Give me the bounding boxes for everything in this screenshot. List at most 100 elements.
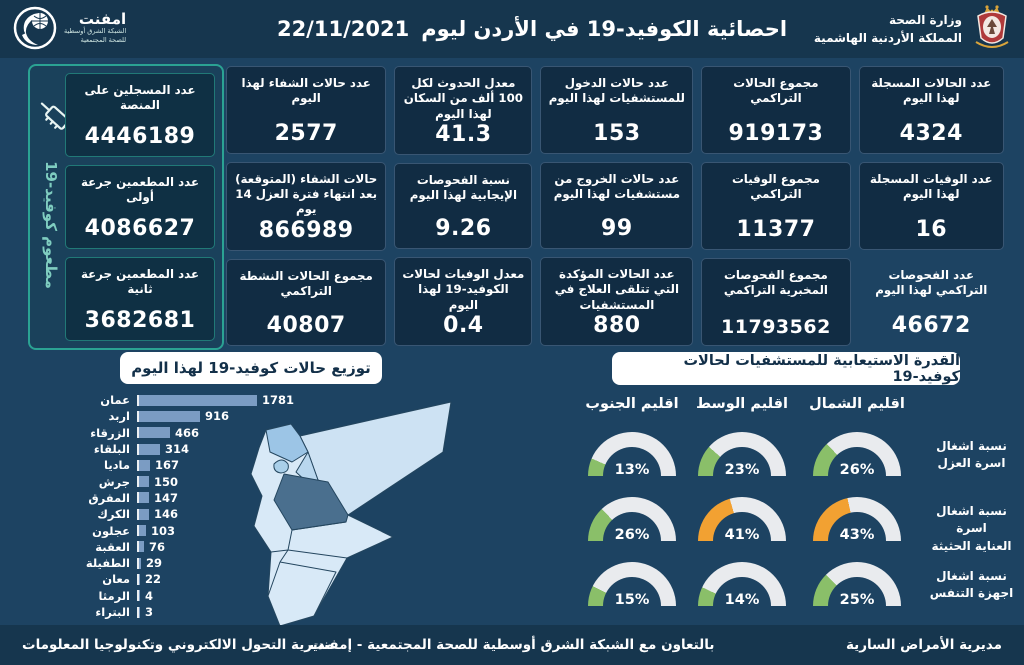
- bar-row: اربد 916: [56, 408, 356, 424]
- stat-card-value: 919173: [728, 121, 824, 146]
- stat-card-label: مجموع الوفيات التراكمي: [731, 172, 820, 202]
- stat-card-value: 9.26: [435, 216, 492, 242]
- footer-left: مديرية التحول الالكتروني وتكنولوجيا المع…: [22, 637, 334, 653]
- stat-card: مجموع الحالات التراكمي 919173: [701, 66, 851, 154]
- gauge-value: 15%: [614, 592, 650, 608]
- stat-card-value: 880: [593, 313, 641, 339]
- stat-card: عدد حالات الخروج من مستشفيات لهذا اليوم 9…: [540, 161, 694, 250]
- stat-card-value: 4324: [899, 121, 963, 146]
- bar-city-label: معان: [102, 572, 130, 587]
- bar: [139, 606, 140, 618]
- footer-right: مديرية الأمراض السارية: [845, 637, 1002, 653]
- vaccination-card: عدد المسجلين على المنصة 4446189: [65, 73, 215, 157]
- bar-value: 167: [155, 458, 180, 473]
- bar-row: الطفيلة 29: [56, 555, 356, 571]
- bar-value: 147: [154, 490, 179, 505]
- footer-center: بالتعاون مع الشبكة الشرق أوسطية للصحة ال…: [309, 637, 715, 653]
- bar-city-label: العقبة: [95, 539, 130, 554]
- stat-card: عدد الوفيات المسجلة لهذا اليوم 16: [858, 162, 1004, 250]
- distribution-title: توزيع حالات كوفيد-19 لهذا اليوم: [120, 352, 382, 384]
- bar-track: [137, 606, 140, 618]
- bar: [139, 492, 149, 504]
- bar-track: [137, 541, 144, 553]
- gauge-row-label: نسبة اشغال اجهزة التنفس: [929, 569, 1014, 601]
- stat-card-label: عدد الحالات المؤكدة التي تتلقى العلاج في…: [554, 267, 679, 312]
- bar-track: [137, 557, 141, 569]
- gauge-value: 43%: [839, 527, 875, 543]
- bar-track: [137, 590, 140, 602]
- stat-card-label: نسبة الفحوصات الإيجابية لهذا اليوم: [409, 172, 517, 203]
- bar-value: 76: [149, 539, 166, 554]
- ministry-block: وزارة الصحة المملكة الأردنية الهاشمية: [814, 4, 1014, 54]
- ministry-line1: وزارة الصحة: [888, 13, 962, 27]
- bar-track: [137, 525, 146, 537]
- vaccination-panel: مطعوم كوفيد-19 عدد المسجلين على المنصة 44…: [28, 64, 224, 350]
- stat-card-value: 40807: [266, 313, 346, 339]
- bar-track: [137, 394, 257, 406]
- stats-column: عدد حالات الدخول للمستشفيات لهذا اليوم 15…: [540, 66, 694, 347]
- bar-city-label: ماديا: [104, 458, 130, 473]
- stat-card-value: 41.3: [435, 121, 492, 147]
- bar: [139, 541, 144, 553]
- cases-bar-chart: عمان 1781 اربد 916 الزرقاء 466 البلقاء 314 ماديا…: [56, 392, 356, 620]
- stats-column: عدد حالات الشفاء لهذا اليوم 2577 حالات الش…: [226, 66, 387, 347]
- gauge-value: 26%: [614, 527, 650, 543]
- bar-value: 146: [154, 507, 179, 522]
- stat-card: عدد الفحوصات التراكمي لهذا اليوم 46672: [859, 258, 1004, 346]
- stat-card-label: عدد حالات الدخول للمستشفيات لهذا اليوم: [548, 76, 685, 106]
- emphnet-sub1: الشبكة الشرق أوسطية: [64, 27, 127, 36]
- bar-track: [137, 459, 150, 471]
- bar-track: [137, 427, 170, 439]
- bar-city-label: اربد: [108, 409, 130, 424]
- gauge-row-label: نسبة اشغال اسرة العزل: [936, 439, 1007, 471]
- vaccination-card-label: عدد المطعمين جرعة أولى: [80, 175, 200, 205]
- stat-card-value: 16: [915, 217, 948, 242]
- bar-row: البلقاء 314: [56, 441, 356, 457]
- gauge-value: 23%: [724, 462, 760, 478]
- bar-city-label: عمان: [100, 393, 130, 408]
- bar-value: 314: [165, 442, 190, 457]
- stat-card-label: معدل الحدوث لكل 100 ألف من السكان لهذا ا…: [403, 76, 523, 121]
- stat-card-label: عدد الفحوصات التراكمي لهذا اليوم: [875, 268, 988, 298]
- emphnet-sub2: للصحة المجتمعية: [80, 36, 127, 45]
- bar-row: الزرقاء 466: [56, 425, 356, 441]
- capacity-gauge: 15%: [588, 562, 676, 609]
- bar-value: 22: [145, 572, 162, 587]
- capacity-gauge: 25%: [813, 562, 901, 609]
- stat-card: معدل الوفيات لحالات الكوفيد-19 لهذا اليو…: [394, 257, 533, 346]
- capacity-gauge: 26%: [588, 497, 676, 544]
- jordan-map: [196, 390, 472, 628]
- bar-row: عجلون 103: [56, 522, 356, 538]
- bar-track: [137, 492, 149, 504]
- gauge-value: 41%: [724, 527, 760, 543]
- vaccination-card-value: 3682681: [84, 308, 196, 333]
- ministry-line2: المملكة الأردنية الهاشمية: [813, 31, 962, 45]
- stat-card-label: مجموع الحالات النشطة التراكمي: [239, 268, 373, 298]
- gauge-value: 26%: [839, 462, 875, 478]
- bar-row: عمان 1781: [56, 392, 356, 408]
- bar: [139, 590, 140, 602]
- bar: [139, 459, 150, 471]
- vaccination-card-value: 4086627: [84, 216, 196, 241]
- capacity-gauges: اقليم الشمال اقليم الوسط اقليم الجنوب 26% 23…: [575, 392, 1024, 628]
- bar-row: العقبة 76: [56, 539, 356, 555]
- stats-column: معدل الحدوث لكل 100 ألف من السكان لهذا ا…: [394, 66, 533, 346]
- capacity-gauge: 14%: [698, 562, 786, 609]
- jordan-coat-of-arms-icon: [975, 5, 1009, 48]
- stat-card: مجموع الفحوصات المخبرية التراكمي 11793562: [701, 258, 851, 346]
- stat-card-label: عدد الحالات المسجلة لهذا اليوم: [871, 76, 992, 106]
- stats-column: مجموع الحالات التراكمي 919173 مجموع الوفيا…: [701, 66, 851, 346]
- stat-card: عدد الحالات المؤكدة التي تتلقى العلاج في…: [540, 257, 694, 347]
- stat-card-label: عدد حالات الخروج من مستشفيات لهذا اليوم: [553, 171, 681, 201]
- bar-value: 3: [145, 605, 154, 619]
- bar-city-label: الرمثا: [98, 588, 130, 603]
- bar: [139, 394, 257, 406]
- capacity-gauge: 23%: [698, 432, 786, 479]
- capacity-title: القدرة الاستيعابية للمستشفيات لحالات كوف…: [612, 352, 960, 385]
- bar-row: معان 22: [56, 571, 356, 587]
- stat-card-value: 99: [601, 216, 633, 242]
- region-header: اقليم الوسط: [695, 396, 788, 412]
- emphnet-logo-icon: [13, 6, 57, 50]
- vaccination-card-value: 4446189: [84, 124, 196, 149]
- stat-card: عدد حالات الدخول للمستشفيات لهذا اليوم 15…: [540, 66, 694, 154]
